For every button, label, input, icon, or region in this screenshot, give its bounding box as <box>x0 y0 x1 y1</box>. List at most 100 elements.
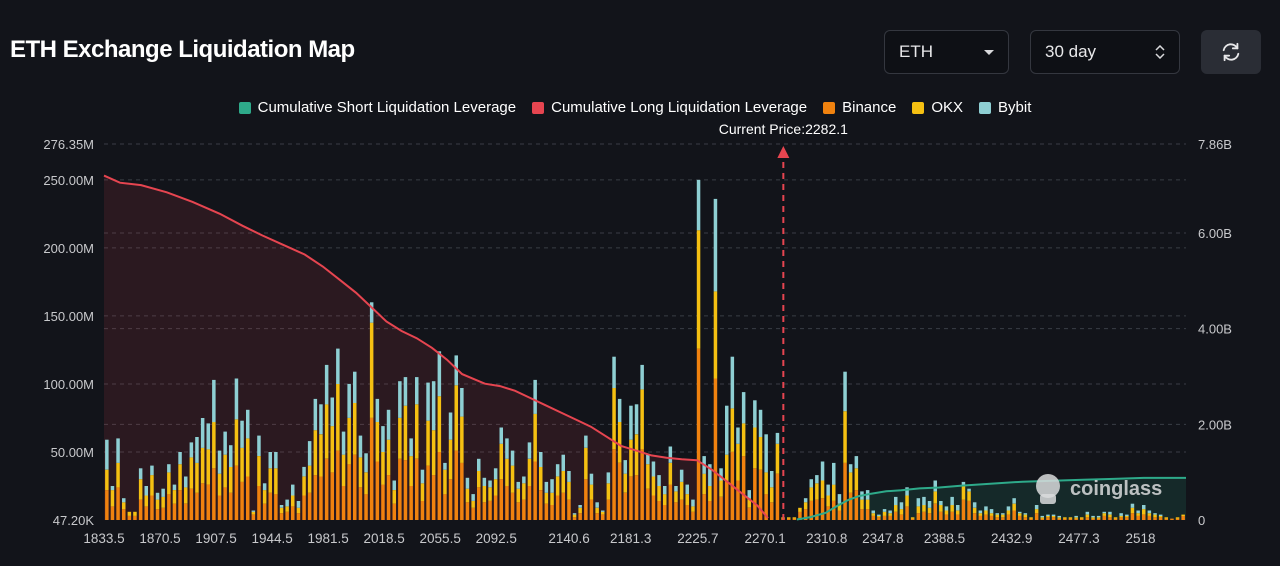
bar-okx <box>505 458 509 486</box>
bar-binance <box>381 484 385 520</box>
bar-binance <box>708 501 712 520</box>
bar-okx <box>409 456 413 486</box>
x-tick-label: 2347.8 <box>862 531 903 546</box>
bar-binance <box>803 509 808 520</box>
bar-okx <box>612 388 616 450</box>
bar-bybit <box>651 461 656 477</box>
bar-bybit <box>770 471 774 488</box>
bar-binance <box>1012 510 1016 520</box>
bar-binance <box>353 454 357 520</box>
bar-bybit <box>465 477 470 489</box>
bar-bybit <box>122 498 126 503</box>
bar-okx <box>217 473 222 496</box>
bar-okx <box>431 430 436 476</box>
bar-binance <box>561 492 565 520</box>
bar-bybit <box>319 404 323 435</box>
bar-binance <box>871 515 875 520</box>
bar-okx <box>933 491 937 504</box>
bar-bybit <box>567 471 571 482</box>
bar-bybit <box>657 475 661 486</box>
bar-okx <box>1142 509 1146 515</box>
bar-binance <box>150 495 154 520</box>
bar-okx <box>674 491 678 503</box>
y-left-tick-label: 47.20K <box>53 513 95 528</box>
bar-binance <box>815 499 819 520</box>
bar-binance <box>640 449 644 520</box>
bar-bybit <box>832 462 836 485</box>
bar-okx <box>488 487 492 501</box>
bar-binance <box>555 495 560 520</box>
bar-okx <box>916 506 921 514</box>
legend-item-okx[interactable]: OKX <box>912 99 963 116</box>
bar-okx <box>403 405 408 461</box>
bar-okx <box>138 479 143 500</box>
bar-okx <box>837 503 842 511</box>
bar-okx <box>262 490 267 504</box>
y-left-tick-label: 276.35M <box>43 137 94 152</box>
bar-binance <box>888 515 892 520</box>
bar-binance <box>133 515 137 520</box>
bar-okx <box>426 420 430 466</box>
legend-item-long-leverage[interactable]: Cumulative Long Liquidation Leverage <box>532 99 807 116</box>
refresh-icon <box>1222 42 1240 62</box>
period-select[interactable]: 30 day <box>1030 30 1180 74</box>
bar-binance <box>403 460 408 520</box>
bar-bybit <box>972 502 977 508</box>
bar-bybit <box>679 469 684 482</box>
x-tick-label: 2092.5 <box>476 531 517 546</box>
bar-okx <box>798 507 802 512</box>
short-leverage-line <box>796 476 1186 521</box>
bar-bybit <box>172 484 177 490</box>
bar-binance <box>195 492 199 520</box>
bar-bybit <box>544 481 549 493</box>
bar-okx <box>336 383 340 451</box>
bar-binance <box>826 506 830 520</box>
bar-okx <box>736 443 740 481</box>
legend-item-short-leverage[interactable]: Cumulative Short Liquidation Leverage <box>238 99 516 116</box>
bar-binance <box>899 514 904 520</box>
bar-binance <box>477 487 481 520</box>
bar-binance <box>296 513 301 520</box>
bar-okx <box>865 499 870 510</box>
bar-binance <box>319 476 323 520</box>
bar-okx <box>229 466 233 493</box>
legend-item-bybit[interactable]: Bybit <box>979 99 1031 116</box>
bar-okx <box>567 481 571 500</box>
x-tick-label: 2518 <box>1126 531 1156 546</box>
bar-binance <box>927 513 932 520</box>
bar-bybit <box>488 480 492 488</box>
bar-bybit <box>837 494 842 504</box>
bar-binance <box>302 495 306 520</box>
bar-binance <box>1057 518 1061 520</box>
refresh-button[interactable] <box>1201 30 1261 74</box>
bar-okx <box>105 469 109 491</box>
bar-okx <box>353 403 357 455</box>
bar-binance <box>674 502 678 520</box>
bar-okx <box>1119 515 1123 518</box>
bar-binance <box>482 502 487 520</box>
bar-okx <box>832 484 836 501</box>
bar-binance <box>634 475 639 520</box>
bar-bybit <box>775 432 780 444</box>
bar-binance <box>1063 518 1067 520</box>
legend-swatch <box>823 101 836 114</box>
legend-item-binance[interactable]: Binance <box>823 99 896 116</box>
bar-binance <box>262 503 267 520</box>
bar-okx <box>894 505 898 512</box>
bar-binance <box>657 501 661 520</box>
bar-okx <box>815 483 819 500</box>
bar-okx <box>572 514 577 518</box>
bar-binance <box>713 378 718 520</box>
bar-okx <box>279 507 284 514</box>
bar-binance <box>127 515 132 520</box>
bar-binance <box>1158 517 1163 520</box>
asset-select[interactable]: ETH <box>884 30 1009 74</box>
bar-bybit <box>1074 515 1078 518</box>
bar-binance <box>595 513 599 520</box>
bar-bybit <box>623 460 627 474</box>
current-price-arrow <box>777 146 790 158</box>
bar-binance <box>330 472 334 520</box>
bar-bybit <box>189 442 194 458</box>
y-right-tick-label: 7.86B <box>1198 137 1232 152</box>
